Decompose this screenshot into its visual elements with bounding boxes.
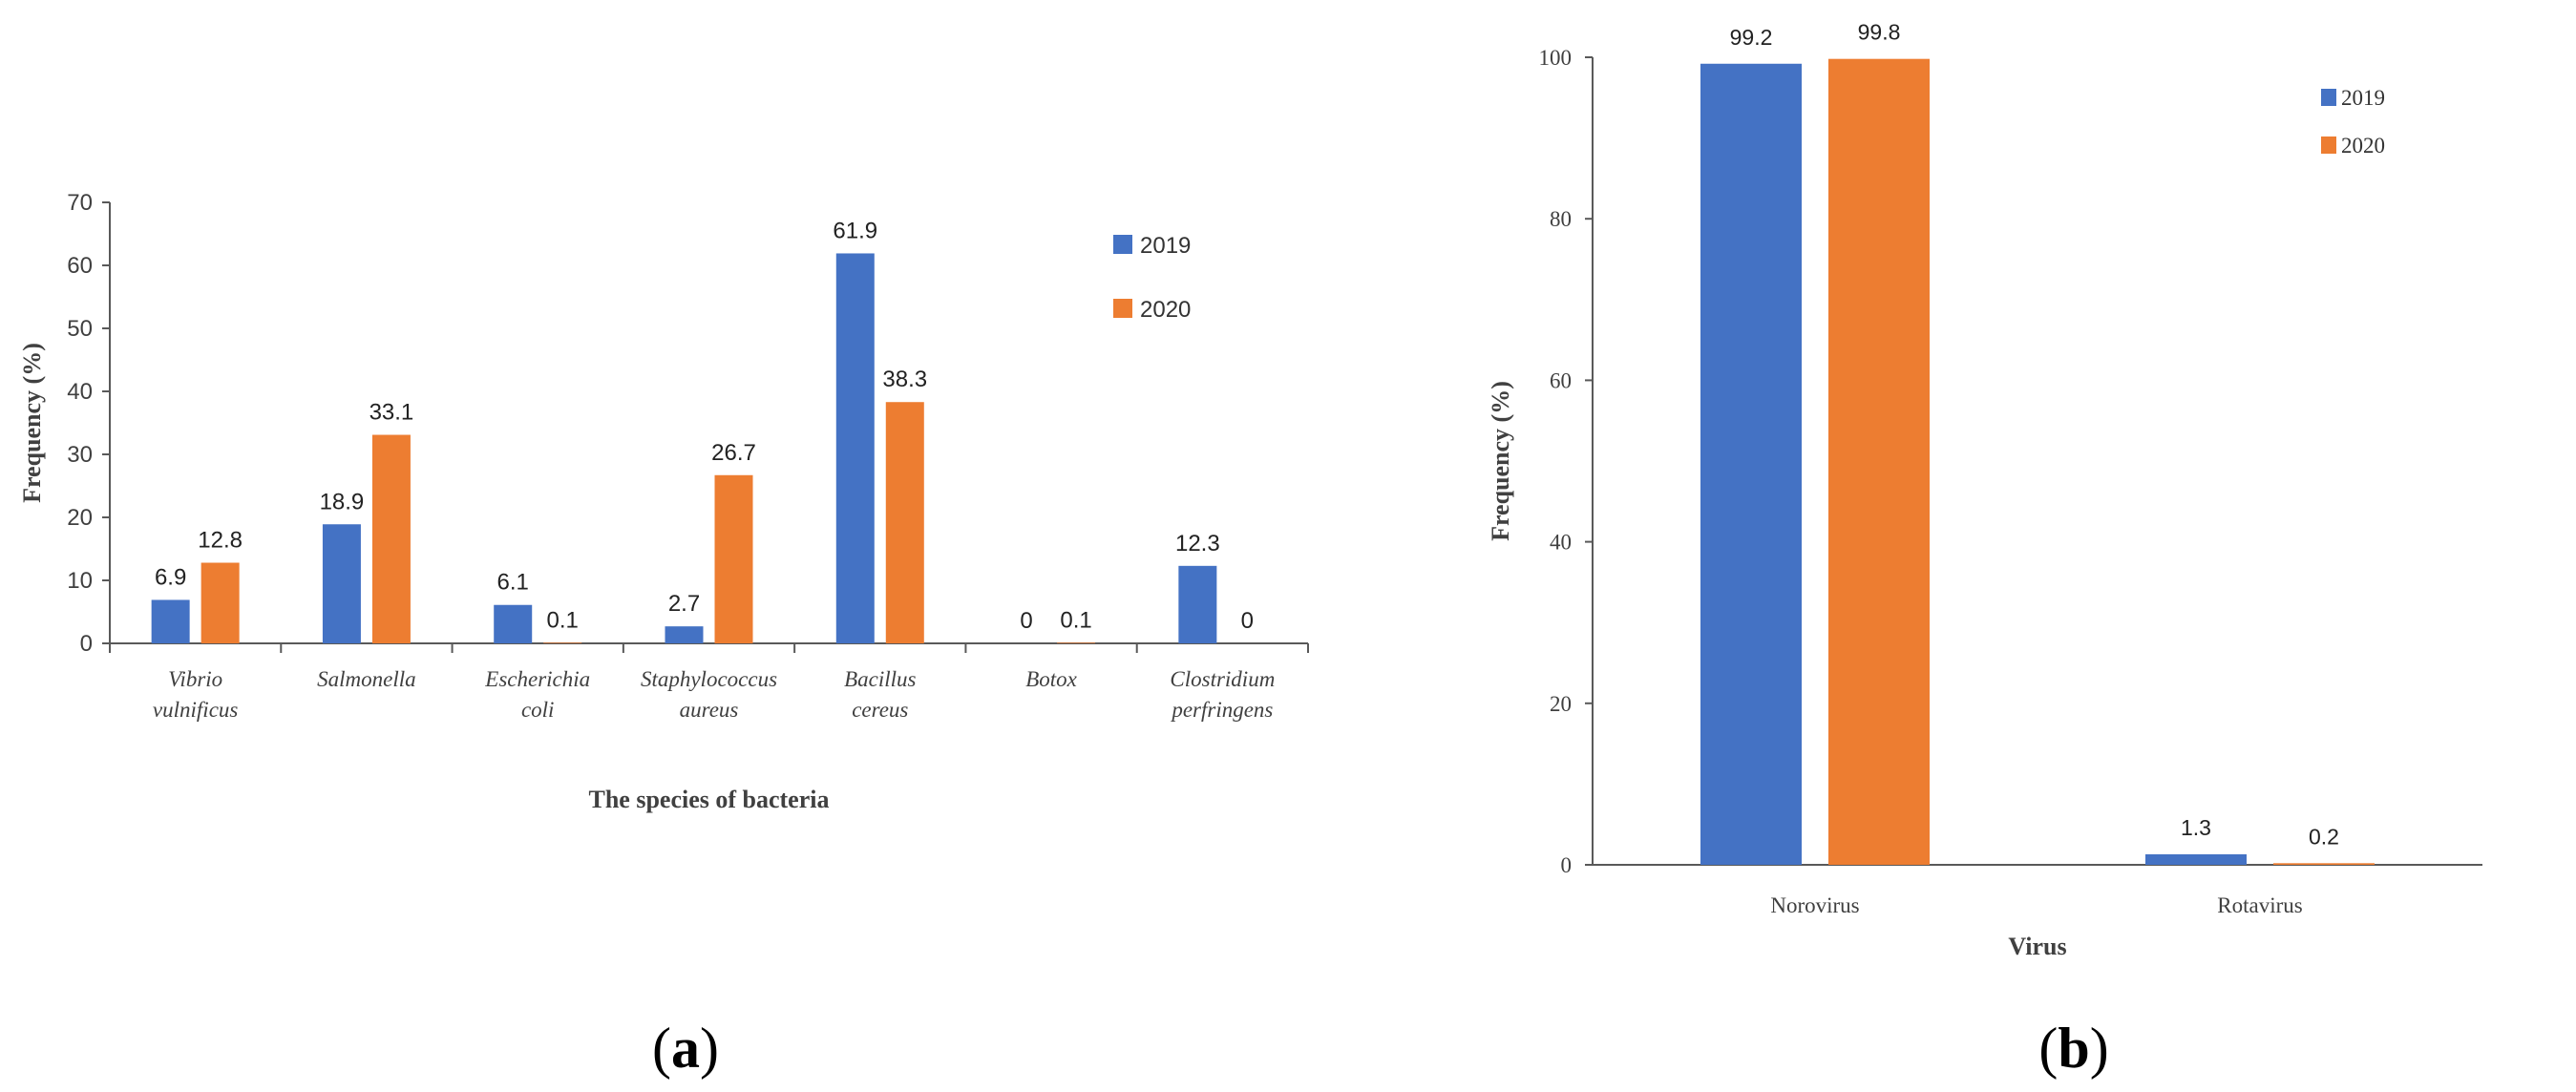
panel-label-b: (b) <box>2038 1017 2108 1080</box>
bar-2020 <box>1828 58 1930 865</box>
data-label: 12.3 <box>1175 531 1220 556</box>
y-axis-title: Frequency (%) <box>18 343 46 503</box>
x-category-label: Norovirus <box>1770 893 1859 917</box>
bar-2020 <box>543 642 582 643</box>
legend-label: 2019 <box>1140 233 1191 259</box>
bar-2020 <box>201 562 240 643</box>
bar-2019 <box>835 253 875 643</box>
legend-swatch-2019 <box>2321 89 2336 106</box>
y-tick-label: 20 <box>1550 692 1572 716</box>
data-label: 26.7 <box>711 440 756 466</box>
legend-label: 2019 <box>2341 86 2385 110</box>
y-tick-label: 50 <box>67 316 93 342</box>
data-label: 0.1 <box>1060 607 1091 633</box>
y-tick-label: 60 <box>1550 368 1572 392</box>
y-tick-label: 0 <box>1561 853 1573 877</box>
y-tick-label: 10 <box>67 568 93 594</box>
data-label: 12.8 <box>198 528 243 554</box>
x-category-label: Escherichia <box>484 667 590 691</box>
bar-2019 <box>151 599 190 643</box>
bar-2020 <box>371 434 411 643</box>
y-tick-label: 60 <box>67 253 93 279</box>
bar-2019 <box>2145 854 2247 865</box>
bar-2020 <box>714 474 753 643</box>
x-axis-title: Virus <box>2008 933 2066 960</box>
y-tick-label: 40 <box>67 379 93 405</box>
legend-label: 2020 <box>1140 297 1191 323</box>
y-tick-label: 70 <box>67 190 93 216</box>
y-tick-label: 0 <box>80 631 93 657</box>
data-label: 18.9 <box>320 489 365 514</box>
x-category-label: Botox <box>1025 667 1077 691</box>
y-tick-label: 100 <box>1539 46 1573 70</box>
bar-2019 <box>665 626 704 643</box>
x-category-label: Staphylococcus <box>641 667 777 691</box>
x-category-label: cereus <box>852 698 908 722</box>
y-tick-label: 30 <box>67 442 93 468</box>
data-label: 0.1 <box>547 607 579 633</box>
x-category-label: vulnificus <box>153 698 238 722</box>
legend-swatch-2020 <box>2321 136 2336 154</box>
y-axis-title: Frequency (%) <box>1487 381 1514 541</box>
x-axis-title: The species of bacteria <box>588 786 829 813</box>
data-label: 33.1 <box>370 400 414 426</box>
bar-2020 <box>885 402 924 643</box>
x-category-label: coli <box>521 698 555 722</box>
x-category-label: Bacillus <box>844 667 916 691</box>
data-label: 99.2 <box>1730 25 1773 50</box>
data-label: 0 <box>1020 608 1032 634</box>
data-label: 6.9 <box>155 564 186 590</box>
chart-panel-b: 0 20 40 60 80 100 99.2 99.8 Norovirus 1.3 0.2 Rotav… <box>1487 20 2482 1080</box>
bar-2020 <box>1057 642 1096 643</box>
x-category-label: Clostridium <box>1170 667 1275 691</box>
y-tick-label: 20 <box>67 505 93 531</box>
bar-2019 <box>494 604 533 643</box>
legend-swatch-2019 <box>1113 235 1132 254</box>
chart-panel-a: 0 10 20 30 40 50 60 70 6.9 12.8 Vibrio vulnificus 18… <box>18 190 1309 1080</box>
x-category-label: Salmonella <box>317 667 416 691</box>
panel-label-a: (a) <box>652 1017 719 1080</box>
y-tick-label: 80 <box>1550 207 1572 231</box>
bar-2020 <box>2273 863 2375 865</box>
data-label: 2.7 <box>668 591 700 617</box>
bar-2019 <box>322 524 361 643</box>
data-label: 0.2 <box>2309 824 2339 849</box>
data-label: 6.1 <box>497 570 529 596</box>
legend-label: 2020 <box>2341 134 2385 158</box>
y-tick-label: 40 <box>1550 531 1572 555</box>
x-category-label: perfringens <box>1170 698 1273 722</box>
legend-swatch-2020 <box>1113 299 1132 318</box>
data-label: 1.3 <box>2181 815 2211 840</box>
data-label: 0 <box>1241 608 1254 634</box>
data-label: 61.9 <box>833 218 877 243</box>
x-category-label: Rotavirus <box>2217 893 2302 917</box>
data-label: 38.3 <box>882 367 927 392</box>
data-label: 99.8 <box>1858 20 1901 45</box>
bar-2019 <box>1178 565 1217 643</box>
x-category-label: Vibrio <box>168 667 222 691</box>
x-category-label: aureus <box>680 698 739 722</box>
bar-2019 <box>1700 63 1802 865</box>
